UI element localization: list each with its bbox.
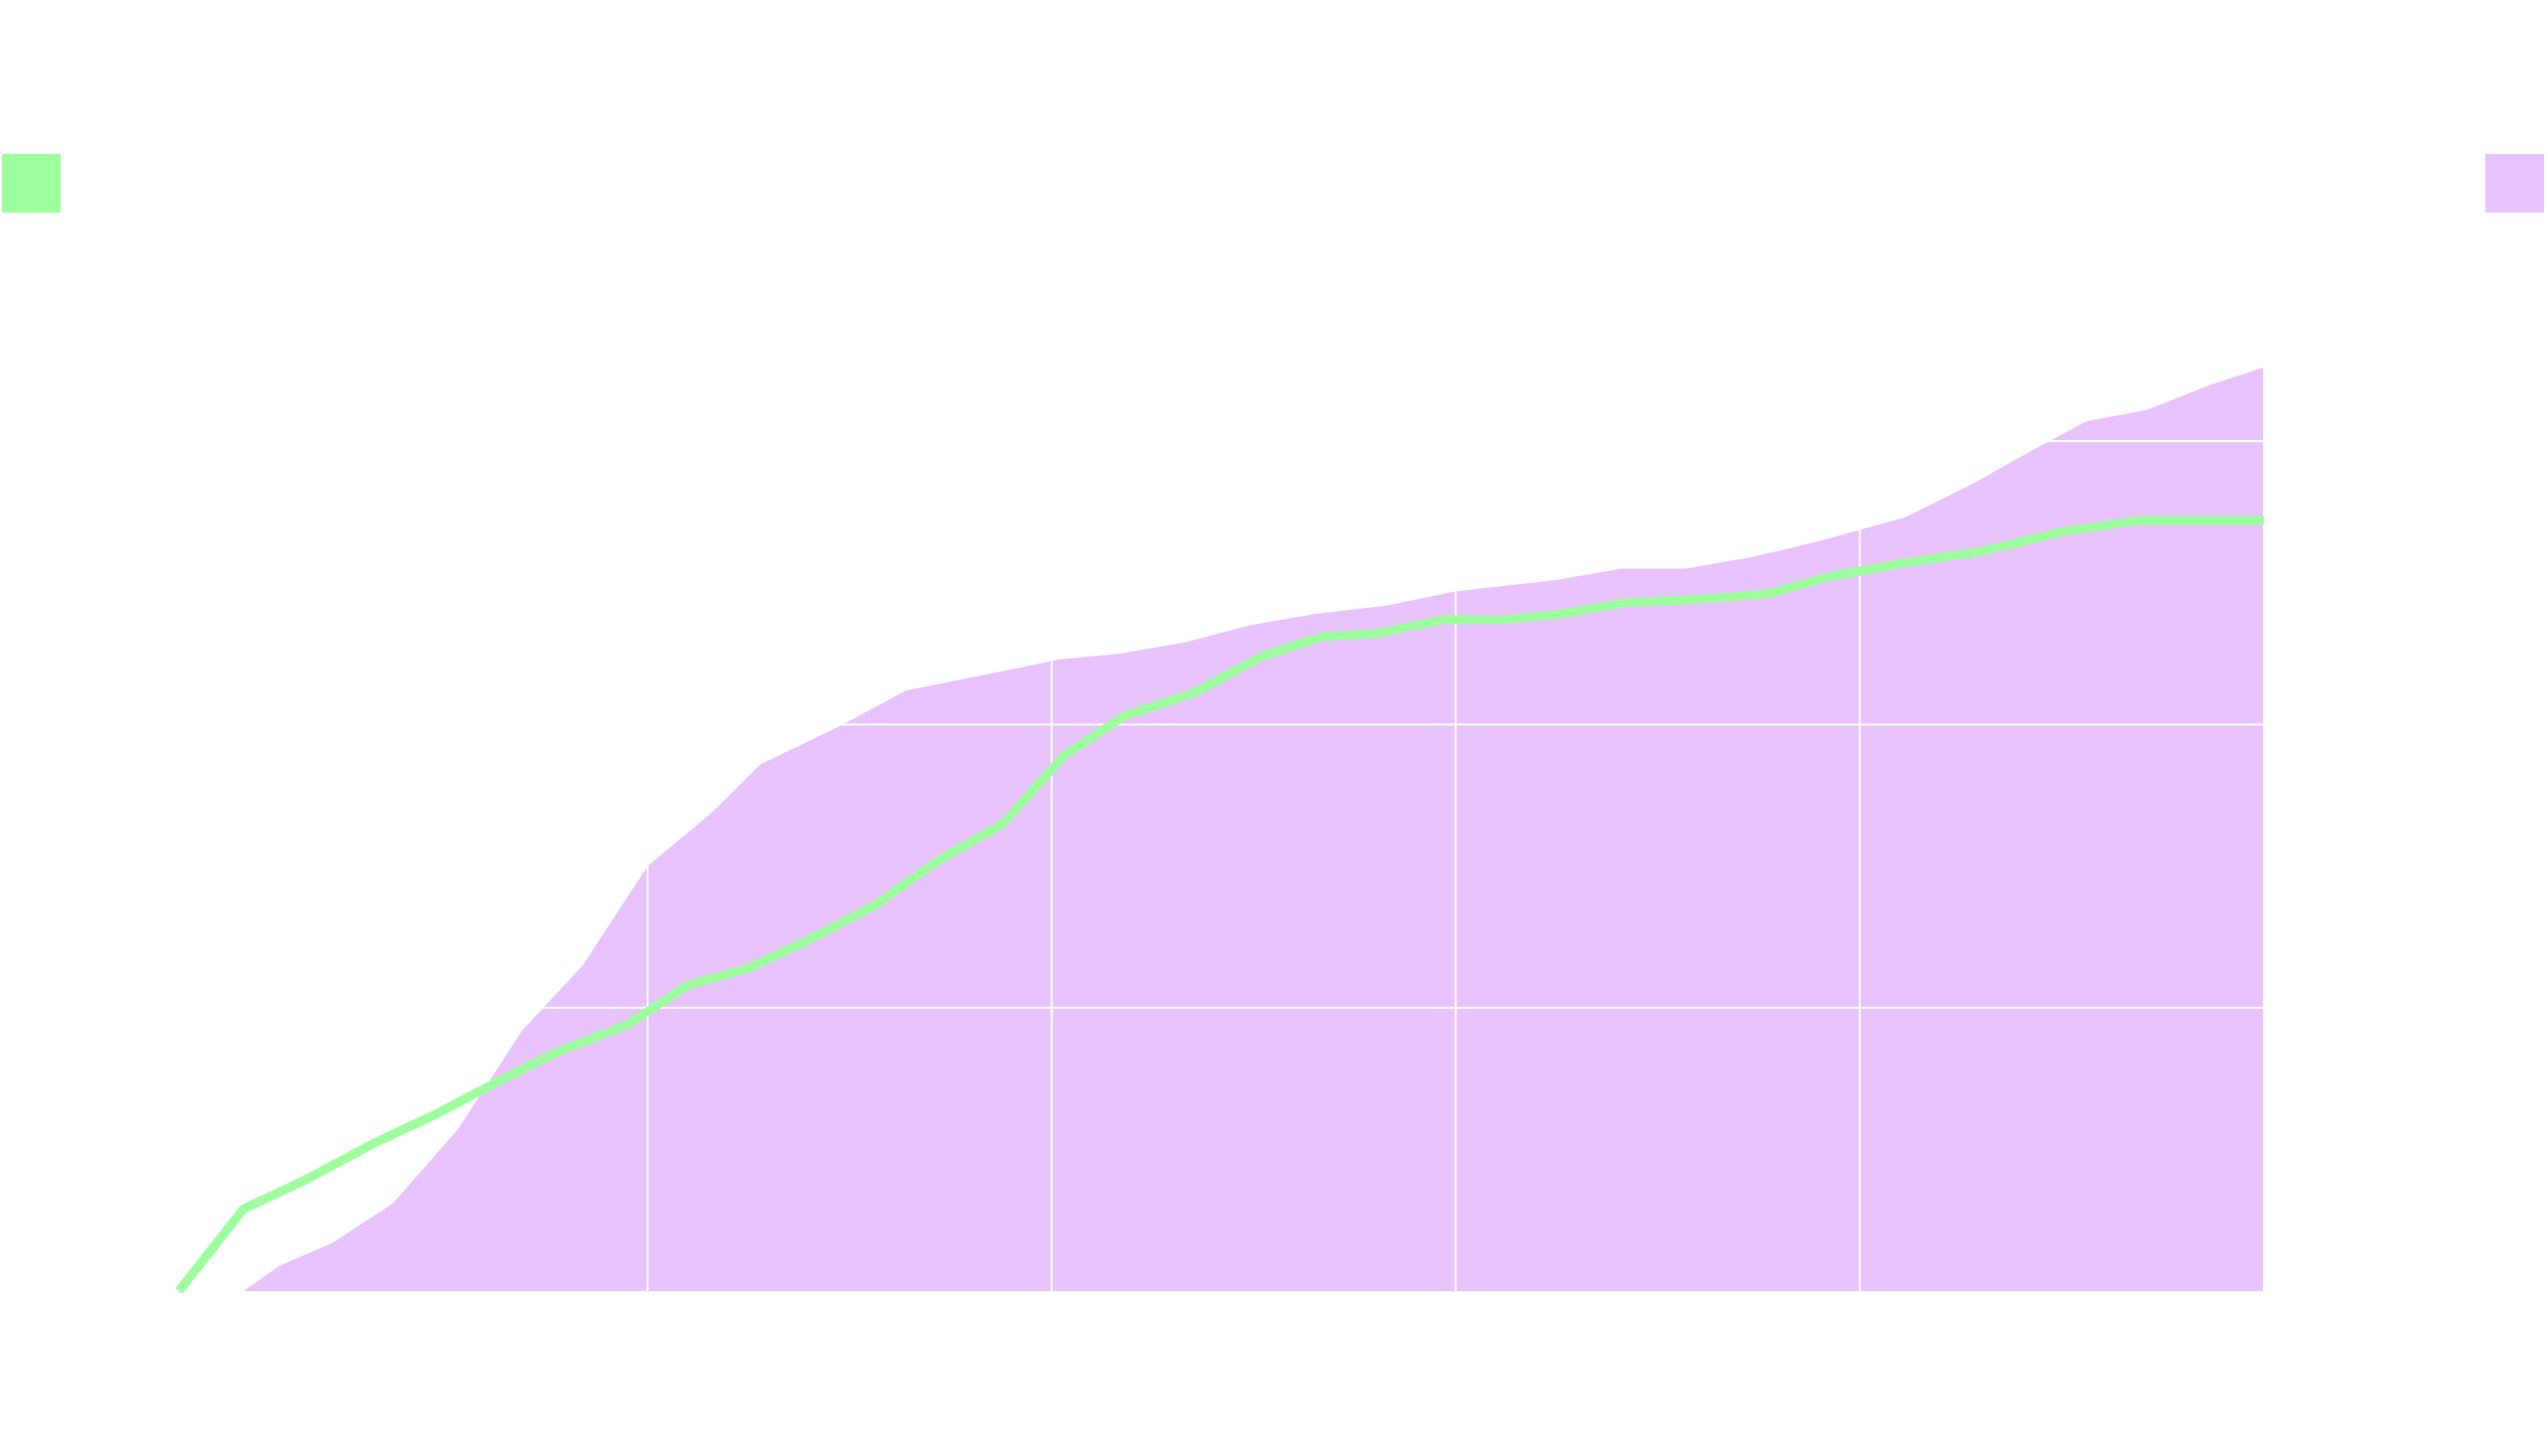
legend-swatch: [2, 154, 61, 213]
area: [243, 367, 2265, 1291]
legend-swatch: [2485, 154, 2544, 213]
line: [175, 515, 2264, 1294]
